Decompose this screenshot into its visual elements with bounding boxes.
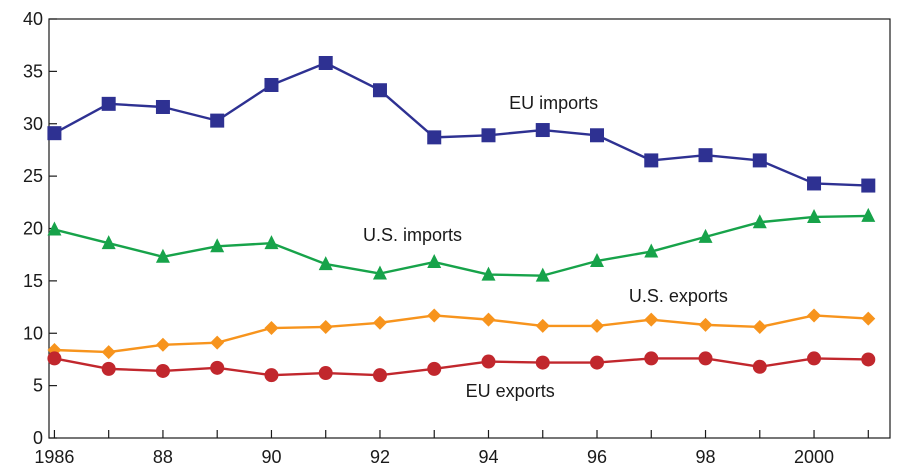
data-point (101, 235, 116, 250)
data-point (861, 207, 876, 222)
series-u-s-exports (47, 308, 876, 360)
series-line-eu-imports (53, 61, 869, 187)
data-point (372, 315, 387, 330)
data-point (101, 345, 116, 360)
x-tick-label: 90 (261, 447, 281, 467)
data-point (264, 235, 279, 250)
data-point (807, 208, 822, 223)
y-tick-label: 40 (23, 9, 43, 29)
data-point (318, 319, 333, 334)
data-point (372, 368, 387, 383)
data-point (372, 265, 387, 280)
chart-axes: 0 5 10 15 20 25 30 35 40 1986 88 90 92 94 96 98 2000 (23, 9, 891, 467)
data-point (155, 99, 170, 114)
data-point (861, 178, 876, 193)
data-point (807, 176, 822, 191)
data-point (101, 361, 116, 376)
data-point (481, 266, 496, 281)
data-point (644, 312, 659, 327)
data-point (210, 335, 225, 350)
data-point (644, 153, 659, 168)
x-tick-label: 88 (153, 447, 173, 467)
x-tick-label: 2000 (794, 447, 834, 467)
data-point (481, 354, 496, 369)
data-point (752, 214, 767, 229)
data-point (590, 318, 605, 333)
data-point (155, 337, 170, 352)
data-point (427, 308, 442, 323)
series-eu-imports (47, 55, 876, 193)
data-point (807, 351, 822, 366)
data-point (861, 311, 876, 326)
x-tick-label: 98 (696, 447, 716, 467)
data-point (155, 363, 170, 378)
y-tick-label: 10 (23, 323, 43, 343)
series-line-u-s-imports (54, 214, 869, 277)
series-line-eu-exports (54, 357, 869, 377)
data-point (427, 361, 442, 376)
series-eu-exports (47, 351, 876, 383)
data-point (47, 351, 62, 366)
data-point (698, 317, 713, 332)
data-point (101, 96, 116, 111)
data-point (698, 148, 713, 163)
series-label-u-s-exports: U.S. exports (629, 286, 728, 306)
data-point (155, 248, 170, 263)
data-point (372, 83, 387, 98)
data-point (210, 113, 225, 128)
data-point (427, 130, 442, 145)
data-point (264, 368, 279, 383)
series-label-u-s-imports: U.S. imports (363, 225, 462, 245)
data-point (210, 360, 225, 375)
series-line-u-s-exports (54, 314, 869, 354)
x-tick-label: 92 (370, 447, 390, 467)
plot-frame (48, 18, 891, 439)
data-point (752, 153, 767, 168)
y-tick-label: 20 (23, 219, 43, 239)
chart-annotations: EU imports U.S. imports U.S. exports EU exp… (363, 93, 728, 401)
data-point (318, 55, 333, 70)
y-tick-label: 5 (33, 376, 43, 396)
data-point (590, 355, 605, 370)
data-point (318, 256, 333, 271)
data-point (590, 128, 605, 143)
data-point (698, 351, 713, 366)
data-point (590, 252, 605, 267)
data-point (47, 221, 62, 236)
x-tick-label: 96 (587, 447, 607, 467)
data-point (318, 366, 333, 381)
x-tick-label: 1986 (34, 447, 74, 467)
data-point (644, 243, 659, 258)
chart-series (47, 55, 876, 383)
data-point (481, 128, 496, 143)
data-point (752, 359, 767, 374)
data-point (264, 321, 279, 336)
series-u-s-imports (47, 207, 876, 282)
data-point (427, 254, 442, 269)
data-point (210, 238, 225, 253)
data-point (481, 312, 496, 327)
data-point (535, 123, 550, 138)
data-point (264, 77, 279, 92)
y-tick-label: 25 (23, 166, 43, 186)
data-point (535, 318, 550, 333)
y-tick-label: 35 (23, 61, 43, 81)
data-point (47, 126, 62, 141)
series-label-eu-imports: EU imports (509, 93, 598, 113)
y-tick-label: 30 (23, 114, 43, 134)
data-point (644, 351, 659, 366)
data-point (861, 352, 876, 367)
data-point (807, 308, 822, 323)
data-point (535, 267, 550, 282)
data-point (535, 355, 550, 370)
series-label-eu-exports: EU exports (466, 381, 555, 401)
y-tick-label: 15 (23, 271, 43, 291)
x-tick-label: 94 (478, 447, 498, 467)
y-tick-label: 0 (33, 428, 43, 448)
data-point (752, 319, 767, 334)
data-point (698, 228, 713, 243)
